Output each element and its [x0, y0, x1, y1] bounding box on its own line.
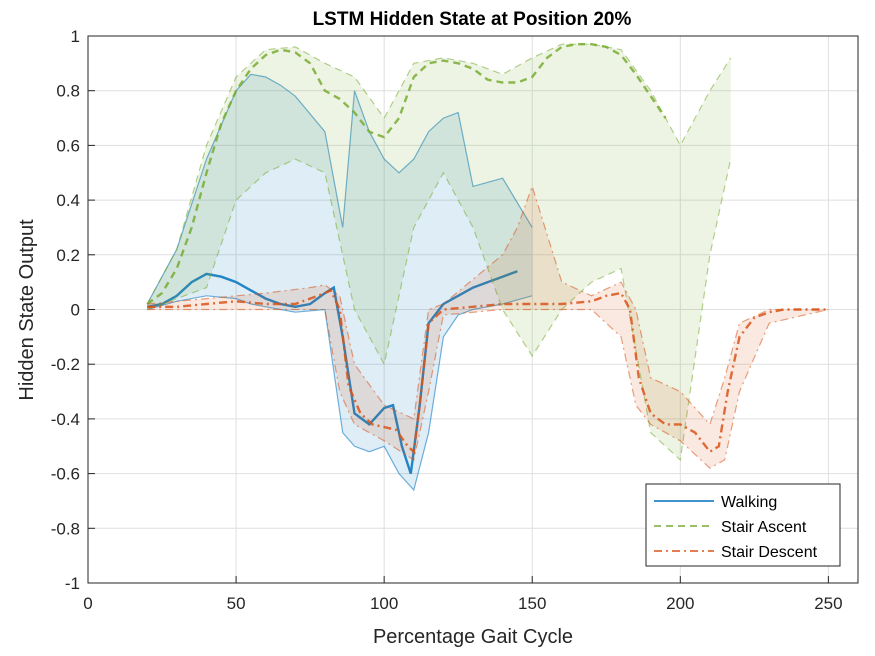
x-tick-label-150: 150: [518, 594, 546, 613]
legend-label-walking: Walking: [721, 494, 777, 511]
grid: [87, 35, 858, 584]
x-tick-label-250: 250: [814, 594, 842, 613]
y-tick-label--1: -1: [65, 574, 80, 593]
x-axis-label: Percentage Gait Cycle: [373, 626, 573, 648]
legend-item-stair-descent: Stair Descent: [654, 544, 818, 561]
y-tick-label-0: 0: [71, 301, 80, 320]
series-stair-ascent: [146, 43, 732, 462]
y-tick-label-0-2: 0.2: [56, 246, 80, 265]
series-stair-ascent-line: [146, 43, 667, 305]
x-tick-label-200: 200: [666, 594, 694, 613]
x-tick-label-100: 100: [370, 594, 398, 613]
series-walking-lower-trace: [147, 295, 533, 492]
y-axis-ticks: -1 -0.8 -0.6 -0.4 -0.2 0 0.2 0.4 0.6 0.8 1: [51, 27, 95, 593]
y-tick-label--0-6: -0.6: [51, 465, 80, 484]
y-tick-label-0-6: 0.6: [56, 136, 80, 155]
y-tick-label--0-2: -0.2: [51, 355, 80, 374]
x-axis-ticks: 0 50 100 150 200 250: [83, 576, 843, 613]
series-stair-descent-line: [147, 288, 829, 455]
plot-area: [146, 43, 829, 492]
y-tick-label--0-8: -0.8: [51, 519, 80, 538]
series-stair-descent-band: [147, 186, 829, 469]
series-walking-band: [147, 74, 533, 491]
y-tick-label-0-4: 0.4: [56, 191, 80, 210]
series-stair-descent-lower-trace: [147, 308, 829, 469]
y-tick-label-1: 1: [71, 27, 80, 46]
x-tick-label-0: 0: [83, 594, 92, 613]
legend-box: [645, 483, 841, 567]
legend: Walking Stair Ascent Stair Descent: [645, 483, 841, 567]
x-tick-label-50: 50: [227, 594, 246, 613]
series-stair-ascent-band: [147, 44, 731, 460]
legend-item-stair-ascent: Stair Ascent: [654, 519, 807, 536]
chart-title: LSTM Hidden State at Position 20%: [313, 9, 632, 30]
legend-label-stair-ascent: Stair Ascent: [721, 519, 807, 536]
legend-label-stair-descent: Stair Descent: [721, 544, 818, 561]
legend-item-walking: Walking: [654, 494, 777, 511]
series-stair-ascent-upper-trace: [146, 43, 732, 305]
series-stair-ascent-lower-trace: [146, 158, 732, 462]
y-tick-label--0-4: -0.4: [51, 410, 80, 429]
series-stair-descent: [147, 184, 829, 469]
y-tick-label-0-8: 0.8: [56, 82, 80, 101]
y-axis-label: Hidden State Output: [16, 219, 38, 401]
